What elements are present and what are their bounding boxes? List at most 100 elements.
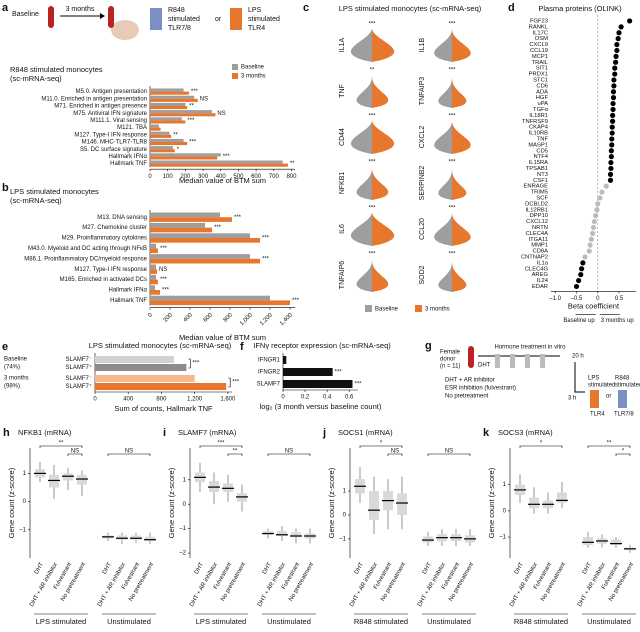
legend-label: Baseline [241,65,265,71]
dot [610,112,616,118]
bar [150,91,189,95]
bar [150,127,161,131]
chart-subtitle: (sc-mRNA-seq) [10,74,62,83]
category-label: TGFα [533,107,549,113]
x-tick-label: 0.2 [301,395,310,401]
gene-label: IL1B [419,37,426,52]
box [77,474,87,485]
x-tick-label: 800 [286,174,297,180]
significance: *** [448,160,456,166]
gene-label: TNFAIP6 [339,261,346,290]
category-label: M127. Type-I IFN response [74,267,147,273]
violin-half [452,258,467,292]
bar [283,380,353,388]
y-tick-label: –1 [179,526,186,532]
legend-swatch [232,64,238,70]
bar [150,269,157,274]
dot [610,95,617,101]
significance: *** [448,22,456,28]
significance: *** [214,225,222,231]
category-label: Hallmark IFNα [109,288,148,294]
bar [150,142,188,146]
x-tick-label: –1.0 [549,296,561,302]
category-label: NRTN [532,225,548,231]
label: LPS [248,7,262,14]
gene-label: CXCL2 [419,126,426,149]
x-tick-label: 1,400 [279,312,294,327]
gene-label: CCL20 [419,218,426,240]
x-tick-label: 200 [180,174,191,180]
group-label: LPS stimulated [36,617,86,626]
x-axis-label: Beta coefficient [568,301,620,310]
dot [591,218,597,225]
panel-letter: j [322,427,326,439]
box [583,537,593,545]
panel-letter: i [163,427,166,439]
category-label: M146. MHC-TLR7-TLR8 [82,140,148,146]
x-tick-label: 400 [216,174,227,180]
category-label: M86.1. Proinflammatory DC/myeloid respon… [24,256,147,262]
bar [150,110,212,114]
bracket [199,445,243,448]
box [529,497,539,509]
x-tick-label: 200 [163,312,175,324]
bar [150,254,250,259]
group-sublabel: (98%) [4,384,20,390]
y-tick-label: 1 [183,477,187,483]
tube [525,354,530,368]
category-label: IL18R1 [529,113,548,119]
box [209,481,219,492]
category-label: CLEC4G [525,266,549,272]
gene-label: IL1A [339,37,346,52]
category-label: CD8A [533,249,549,255]
dot [580,260,586,266]
dot [614,41,620,48]
violin-half [452,120,471,154]
dot [599,189,605,195]
violin-half [452,212,471,246]
category-label: IL1a [537,260,549,266]
violin-half [434,120,452,154]
bar [150,243,156,249]
y-tick-label: 0 [343,513,347,519]
receptor [230,8,242,30]
significance: * [622,449,625,455]
dot [607,177,614,183]
bar [150,248,158,254]
label: R848 [168,7,185,14]
label: Female [440,350,461,356]
category-label: SLAMF7⁺ [65,383,92,390]
y-axis-label: Gene count (z-score) [327,467,336,538]
category-label: M11.0. Enriched in antigen presentation [41,96,147,102]
x-tick-label: 600 [251,174,262,180]
label: (n = 11) [440,364,460,370]
category-label: IL10RB [529,131,548,137]
dot [610,118,616,124]
x-tick-label: –0.5 [571,296,583,302]
box [557,492,567,503]
legend-label: 3 months [241,74,266,80]
bracket [267,453,311,456]
chart-title: R848 stimulated monocytes [10,65,103,74]
significance: NS [217,111,225,117]
category-label: NTF4 [534,154,549,160]
group-label: Baseline [4,357,28,363]
legend-swatch [415,305,422,312]
bar [150,106,188,110]
bar [150,217,232,222]
significance: *** [187,118,195,124]
box [397,493,407,515]
cells [111,20,139,40]
label: R848 [615,376,630,382]
significance: ** [189,104,194,110]
dot [590,224,597,231]
x-tick-label: 700 [269,174,280,180]
label: donor [440,357,455,363]
category-label: M165. Enriched in activated DCs [60,277,147,283]
dot [573,283,580,290]
violin-half [372,120,395,154]
bar [150,212,220,218]
bar [150,295,270,301]
panel-letter: e [2,341,8,353]
significance: NS [200,96,208,102]
